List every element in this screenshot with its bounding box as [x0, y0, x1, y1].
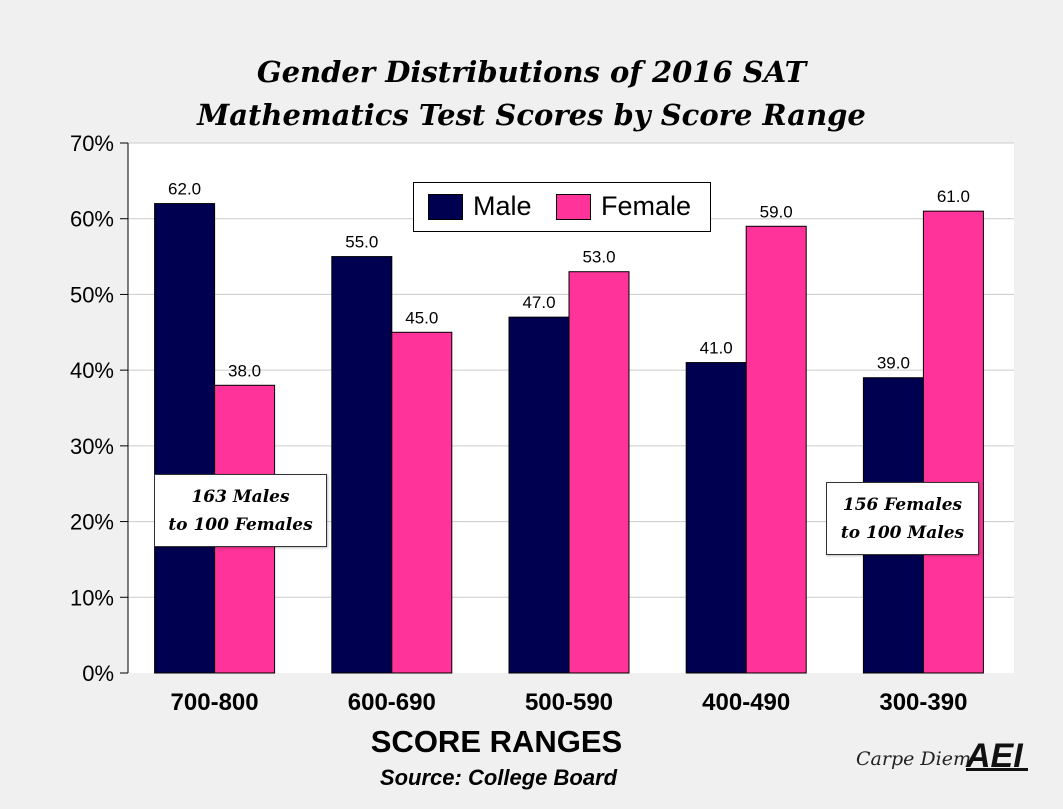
annotation-right-line-2: to 100 Males — [840, 523, 965, 543]
bar-male-700-800 — [154, 203, 216, 674]
value-label-male-300-390: 39.0 — [877, 354, 910, 373]
bar-male-400-490 — [685, 362, 747, 674]
legend-label-female: Female — [601, 191, 692, 221]
x-tick-label: 700-800 — [171, 689, 259, 716]
chart-title-line-1: Gender Distributions of 2016 SAT — [256, 55, 807, 89]
value-label-female-700-800: 38.0 — [228, 361, 261, 380]
value-label-male-400-490: 41.0 — [700, 339, 733, 358]
x-axis-tick-labels: 700-800 600-690 500-590 400-490 300-390 — [171, 689, 968, 716]
legend: Male Female — [413, 182, 711, 232]
annotation-females-ratio: 156 Females to 100 Males — [826, 482, 979, 555]
aei-logo-icon: AEI — [965, 737, 1028, 775]
value-label-female-600-690: 45.0 — [405, 308, 438, 327]
bar-female-300-390 — [922, 210, 984, 674]
y-tick-label: 60% — [70, 207, 114, 232]
x-tick-label: 500-590 — [525, 689, 613, 716]
brand-tagline: Carpe Diem — [856, 748, 971, 770]
value-label-male-700-800: 62.0 — [168, 180, 201, 199]
value-label-male-500-590: 47.0 — [522, 293, 555, 312]
value-label-female-300-390: 61.0 — [937, 187, 970, 206]
bar-male-500-590 — [508, 316, 570, 674]
legend-swatch-female — [556, 194, 591, 220]
bar-male-600-690 — [331, 256, 393, 674]
x-tick-label: 400-490 — [702, 689, 790, 716]
bar-female-500-590 — [568, 271, 630, 674]
value-label-female-500-590: 53.0 — [582, 248, 615, 267]
y-tick-label: 0% — [82, 661, 114, 686]
y-tick-label: 70% — [70, 131, 114, 156]
y-tick-label: 40% — [70, 358, 114, 383]
y-tick-label: 10% — [70, 585, 114, 610]
annotation-right-line-1: 156 Females — [842, 495, 963, 515]
value-label-female-400-490: 59.0 — [760, 202, 793, 221]
y-tick-label: 20% — [70, 510, 114, 535]
bar-female-400-490 — [745, 225, 807, 674]
y-tick-label: 50% — [70, 282, 114, 307]
x-tick-label: 300-390 — [879, 689, 967, 716]
annotation-left-line-1: 163 Males — [191, 487, 290, 507]
value-labels: 62.0 38.0 55.0 45.0 47.0 53.0 41.0 59.0 39.0 61.0 — [168, 180, 970, 381]
x-tick-label: 600-690 — [348, 689, 436, 716]
legend-swatch-male — [428, 194, 463, 220]
chart-title-line-2: Mathematics Test Scores by Score Range — [197, 98, 866, 132]
source-note: Source: College Board — [379, 765, 618, 790]
annotation-males-ratio: 163 Males to 100 Females — [154, 474, 327, 547]
bar-female-600-690 — [391, 331, 453, 674]
y-axis: 0% 10% 20% 30% 40% 50% 60% 70% — [70, 131, 129, 686]
x-axis-label: SCORE RANGES — [370, 724, 623, 759]
annotation-left-line-2: to 100 Females — [168, 515, 313, 535]
y-tick-label: 30% — [70, 434, 114, 459]
value-label-male-600-690: 55.0 — [345, 233, 378, 252]
legend-label-male: Male — [473, 191, 532, 221]
